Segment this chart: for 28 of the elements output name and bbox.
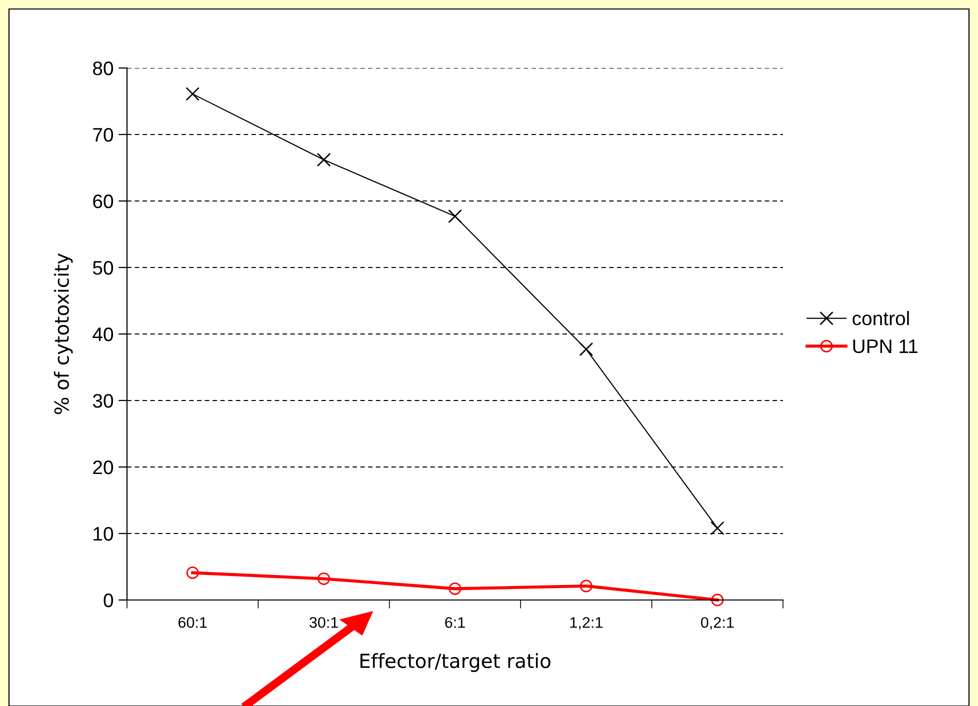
legend-label: control [852,311,909,326]
y-tick-label: 10 [94,526,114,541]
point [186,86,200,101]
point [448,582,462,595]
y-axis-title: % of cytotoxicity [54,253,73,414]
x-tick-label: 60:1 [178,617,207,628]
point [318,572,330,585]
point [316,152,331,167]
y-tick-label: 30 [92,394,114,408]
point [579,342,594,356]
x-tick-label: 1,2:1 [570,617,602,630]
point [710,521,724,536]
y-tick-label: 80 [93,61,114,76]
x-tick-label: 6:1 [445,617,465,628]
point [186,566,199,579]
point [711,594,724,606]
point [580,580,592,592]
y-tick-label: 20 [93,460,114,474]
y-tick-label: 40 [92,327,114,342]
x-tick-label: 0,2:1 [701,617,734,630]
x-axis-title: Effector/target ratio [360,653,550,672]
y-tick-label: 60 [93,194,114,208]
y-tick-label: 70 [93,128,114,142]
y-tick-label: 0 [104,593,114,608]
legend-label: UPN 11 [853,340,918,354]
y-tick-label: 50 [92,260,114,275]
point [448,209,462,224]
x-tick-label: 30:1 [310,617,338,628]
